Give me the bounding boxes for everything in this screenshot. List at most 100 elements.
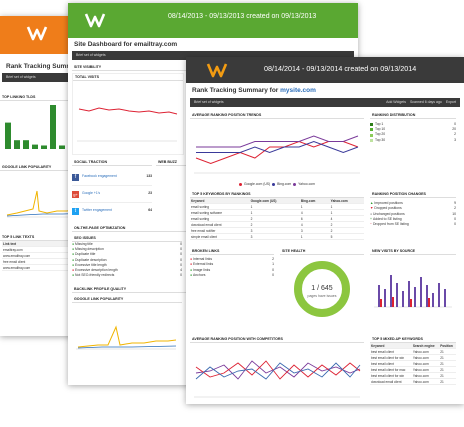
table-row: emailtray.com xyxy=(2,246,92,253)
table-row: email sorting 1 1 1 xyxy=(190,203,364,211)
social-label: Twitter engagement xyxy=(82,208,112,213)
google-link-popularity-chart xyxy=(76,325,177,350)
issue-label: Excessive title length xyxy=(75,262,107,267)
total-visits-title: TOTAL VISITS xyxy=(73,74,183,81)
add-widgets-button[interactable]: Add Widgets xyxy=(386,100,406,104)
series-line xyxy=(196,135,359,148)
bar xyxy=(32,144,38,149)
social-label: Facebook engagement xyxy=(82,174,117,179)
list-item: ● Duplicate description 0 xyxy=(72,258,182,263)
column-header: Yahoo.com xyxy=(329,198,364,205)
list-item: t Twitter engagement 64 xyxy=(72,203,152,219)
table-row: best email client Yahoo.com 21 xyxy=(370,360,456,368)
front-card-title-prefix: Rank Tracking Summary for xyxy=(192,87,281,94)
bar xyxy=(41,145,47,149)
export-button[interactable]: Export xyxy=(445,100,456,104)
table-row: email sorting software 1 4 1 xyxy=(190,209,364,217)
web-buzz-title: WEB BUZZ xyxy=(156,159,186,166)
list-item: ● Missing description 0 xyxy=(72,247,182,252)
top-keywords-table: Keyword Google.com (US) Bing.com Yahoo.c… xyxy=(190,198,364,241)
list-item: g+ Google +1's 23 xyxy=(72,186,152,203)
list-item: ● Internal links 2 xyxy=(190,257,274,262)
issue-value: 0 xyxy=(180,262,182,267)
avg-position-title: AVERAGE RANKING POSITION TRENDS xyxy=(190,112,364,119)
competitors-title: AVERAGE RANKING POSITION WITH COMPETITOR… xyxy=(190,336,364,344)
bar xyxy=(5,122,11,149)
bar xyxy=(23,140,29,149)
table-row: best email client for win Yahoo.com 21 xyxy=(370,354,456,362)
table-row: free email client xyxy=(2,258,92,265)
link-text-cell: www.emailtray.com xyxy=(2,264,92,271)
issue-value: 0 xyxy=(180,257,182,262)
list-item: ● Image links 0 xyxy=(190,267,274,272)
table-row: download email client 2 4 2 xyxy=(190,221,364,229)
back-card-title: Rank Tracking Summ xyxy=(6,63,73,70)
logo-icon xyxy=(26,26,48,41)
top-keywords-2-title: TOP 5 MIXED-UP KEYWORDS xyxy=(370,336,456,344)
list-item: ● Not SEO-friendly redirects 0 xyxy=(72,273,182,278)
front-widgets-button[interactable]: Brief set of widgets xyxy=(194,100,224,104)
issue-label: Missing description xyxy=(75,247,104,252)
middle-card-title: Site Dashboard for emailtray.com xyxy=(74,41,178,48)
site-health-caption: pages have issues xyxy=(308,294,337,298)
list-item: ▼ Dropped positions 2 xyxy=(370,206,456,211)
table-row: www.emailtray.com xyxy=(2,264,92,271)
table-row: best email client Yahoo.com 21 xyxy=(370,348,456,356)
check-icon: ● xyxy=(72,257,75,262)
check-icon: ● xyxy=(72,273,75,278)
total-visits-chart xyxy=(77,107,178,142)
bar xyxy=(50,105,56,149)
issue-value: 4 xyxy=(180,268,182,273)
table-row: download email client Yahoo.com 21 xyxy=(370,378,456,386)
list-item: ● Missing title 0 xyxy=(72,242,182,247)
issue-label: Missing title xyxy=(75,242,93,246)
list-item: ● Unchanged positions 10 xyxy=(370,211,456,216)
check-icon: ● xyxy=(72,252,75,257)
middle-widgets-button[interactable]: Brief set of widgets xyxy=(72,51,354,60)
new-visits-chart xyxy=(374,275,452,308)
social-label: Google +1's xyxy=(82,191,101,196)
table-row: best email client for mac Yahoo.com 21 xyxy=(370,366,456,374)
list-item: ● External links 1 xyxy=(190,262,274,267)
top-keywords-2-table: Keyword Search engine Position best emai… xyxy=(370,343,456,386)
legend-item: Yahoo.com xyxy=(293,182,315,187)
list-item: ▲ Improved positions 9 xyxy=(370,201,456,206)
twitter-icon: t xyxy=(72,207,79,215)
issue-label: Duplicate description xyxy=(75,257,107,262)
front-card-header: 08/14/2014 - 09/13/2014 created on 09/13… xyxy=(186,57,464,83)
scanned-status[interactable]: Scanned 6 days ago xyxy=(409,100,442,104)
google-plus-icon: g+ xyxy=(72,190,79,198)
back-widgets-button[interactable]: Brief set of widgets xyxy=(2,73,93,82)
table-row: simple email client 3 1 5 xyxy=(190,233,364,241)
site-health-donut: 1 / 645 pages have issues xyxy=(294,261,350,318)
front-toolbar: Brief set of widgets Add Widgets Scanned… xyxy=(190,98,460,107)
broken-links-title: BROKEN LINKS xyxy=(190,248,274,256)
position-changes-list: ▲ Improved positions 9 ▼ Dropped position… xyxy=(370,201,456,227)
list-item: Top 10 20 xyxy=(370,127,456,132)
ranking-distribution-title: RANKING DISTRIBUTION xyxy=(370,112,456,119)
social-traction-title: SOCIAL TRACTION xyxy=(72,159,152,166)
bar xyxy=(59,145,65,149)
seo-issues-list: ● Missing title 0 ● Missing description 0 … xyxy=(72,242,182,278)
column-header: Position xyxy=(439,343,456,350)
issue-value: 0 xyxy=(180,252,182,257)
site-link[interactable]: mysite.com xyxy=(280,87,316,94)
series-line xyxy=(196,140,359,154)
seo-issues-title: SEO ISSUES xyxy=(72,235,182,242)
social-value: 23 xyxy=(148,191,152,196)
list-item: ● Duplicate title 0 xyxy=(72,252,182,257)
competitors-chart xyxy=(194,360,361,398)
facebook-icon: f xyxy=(72,173,79,181)
table-row: best email client for win Yahoo.com 21 xyxy=(370,372,456,380)
issue-value: 0 xyxy=(180,273,182,278)
front-report-card: 08/14/2014 - 09/13/2014 created on 09/13… xyxy=(186,57,464,404)
front-card-dates: 08/14/2014 - 09/13/2014 created on 09/13… xyxy=(264,64,417,73)
legend-item: Bing.com xyxy=(272,182,291,187)
middle-card-dates: 08/14/2013 - 09/13/2013 created on 09/13… xyxy=(168,13,317,20)
link-text-cell: www.emailtray.com xyxy=(2,252,92,259)
list-item: + Added to SE listing 0 xyxy=(370,216,456,221)
column-header: Search engine xyxy=(411,343,440,350)
social-value: 133 xyxy=(146,174,152,179)
